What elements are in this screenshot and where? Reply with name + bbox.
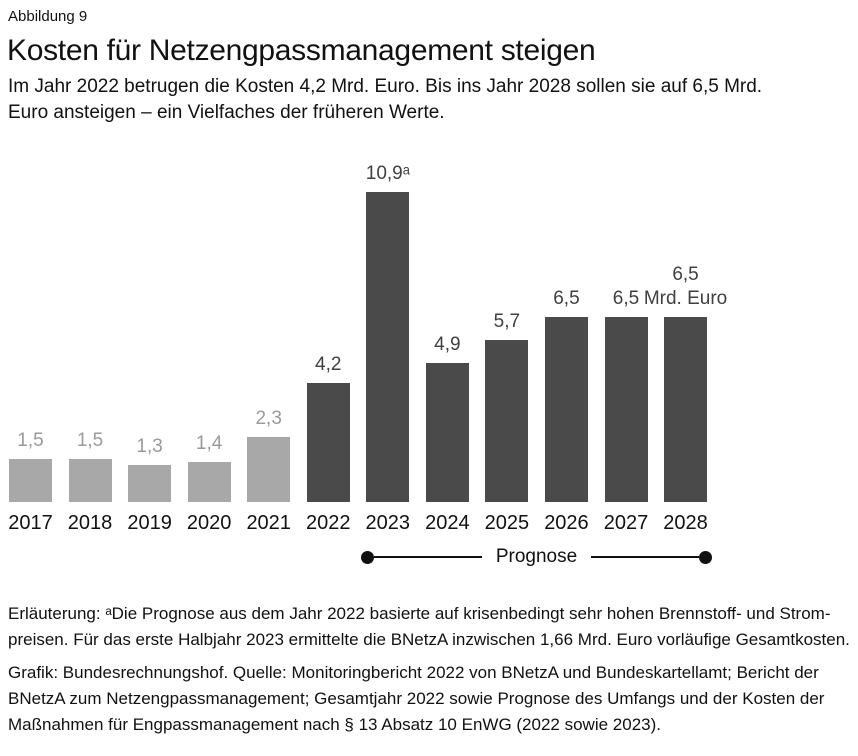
x-tick-2018: 2018 <box>67 512 113 534</box>
bar-value-label-2026: 6,5 <box>506 287 626 311</box>
bar-value-label-2027: 6,5 <box>566 287 686 311</box>
bar-value-label-2021: 2,3 <box>209 407 329 431</box>
source-line-2: BNetzA zum Netzengpassmanagement; Gesamt… <box>8 689 825 708</box>
bar-value: 10,9ᵃ <box>365 163 410 184</box>
bar-value-label-2025: 5,7 <box>447 310 567 334</box>
bar-2019 <box>128 465 172 502</box>
bar-2027 <box>604 317 648 502</box>
bar-value: 5,7 <box>493 311 521 332</box>
bar-2023 <box>366 192 410 502</box>
bar-value: 6,5 <box>612 288 640 309</box>
note-text: Erläuterung: ᵃDie Prognose aus dem Jahr … <box>8 601 850 653</box>
bar-2025 <box>485 340 529 502</box>
figure-number: Abbildung 9 <box>8 8 88 25</box>
bar-chart: Prognose 1,5 2017 1,5 2018 1,3 2019 1,4 2020 2,3… <box>0 160 858 590</box>
x-tick-2026: 2026 <box>544 512 589 534</box>
source-line-1: Grafik: Bundesrechnungshof. Quelle: Moni… <box>8 663 819 682</box>
subtitle-line-1: Im Jahr 2022 betrugen die Kosten 4,2 Mrd… <box>8 76 763 97</box>
prognose-label: Prognose <box>495 546 578 567</box>
bar-value: 4,2 <box>315 354 342 375</box>
x-tick-2017: 2017 <box>8 512 53 534</box>
bar-value: 1,4 <box>195 433 223 454</box>
source-line-3: Maßnahmen für Engpassmanagement nach § 1… <box>8 715 661 734</box>
bar-2020 <box>187 462 231 502</box>
chart-title: Kosten für Netzengpassmanagement steigen <box>7 34 596 67</box>
bar-2021 <box>247 437 291 502</box>
x-tick-2019: 2019 <box>127 512 172 534</box>
bar-value: 1,3 <box>136 436 163 457</box>
bar-value-label-2028: 6,5 Mrd. Euro <box>626 263 746 311</box>
bar-value: 2,3 <box>255 408 282 429</box>
bar-value: 6,5 <box>672 264 699 285</box>
note-line-2: preisen. Für das erste Halbjahr 2023 erm… <box>8 630 850 649</box>
prognose-axis: Prognose <box>361 546 712 567</box>
x-tick-2024: 2024 <box>425 512 470 534</box>
note-line-1: Erläuterung: ᵃDie Prognose aus dem Jahr … <box>8 604 831 623</box>
x-tick-2027: 2027 <box>603 512 649 534</box>
x-tick-2023: 2023 <box>365 512 411 534</box>
prognose-end-dot-icon <box>699 550 712 564</box>
bar-value: 4,9 <box>434 334 461 355</box>
x-tick-2028: 2028 <box>663 512 708 534</box>
bar-value-label-2024: 4,9 <box>387 333 507 357</box>
bar-value: 6,5 <box>553 288 580 309</box>
bar-value-label-2018: 1,5 <box>30 429 150 453</box>
bar-value-label-2017: 1,5 <box>0 429 91 453</box>
bar-2028 <box>664 317 708 502</box>
prognose-line-right <box>591 556 699 558</box>
bar-2022 <box>306 383 350 502</box>
bar-2026 <box>544 317 588 502</box>
bar-2017 <box>9 459 52 502</box>
bar-value-label-2022: 4,2 <box>268 353 388 377</box>
source-text: Grafik: Bundesrechnungshof. Quelle: Moni… <box>8 660 824 738</box>
bar-value: 1,5 <box>17 430 44 451</box>
prognose-start-dot-icon <box>361 550 374 564</box>
chart-subtitle: Im Jahr 2022 betrugen die Kosten 4,2 Mrd… <box>8 74 762 126</box>
x-tick-2022: 2022 <box>306 512 351 534</box>
x-tick-2021: 2021 <box>246 512 291 534</box>
unit-label: Mrd. Euro <box>643 288 728 309</box>
bar-2018 <box>68 459 112 502</box>
prognose-line-left <box>374 556 482 558</box>
bar-2024 <box>425 363 469 502</box>
subtitle-line-2: Euro ansteigen – ein Vielfaches der früh… <box>8 102 445 123</box>
bar-value: 1,5 <box>76 430 104 451</box>
bar-value-label-2023: 10,9ᵃ <box>328 162 448 186</box>
x-tick-2020: 2020 <box>186 512 232 534</box>
bar-value-label-2019: 1,3 <box>90 435 210 459</box>
x-tick-2025: 2025 <box>484 512 530 534</box>
bar-value-label-2020: 1,4 <box>149 432 269 456</box>
